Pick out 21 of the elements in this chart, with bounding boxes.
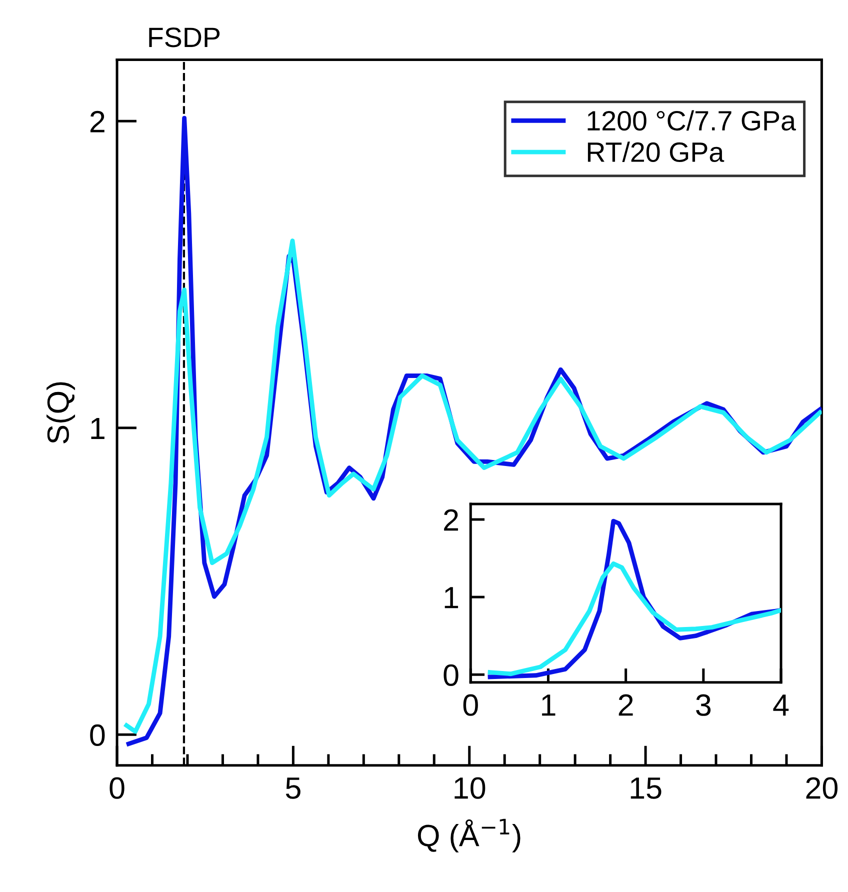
legend-label: RT/20 GPa (588, 142, 724, 162)
x-tick-label: 10 (454, 777, 486, 799)
x-tick-label: 1 (542, 694, 556, 716)
y-tick-label: 2 (444, 509, 458, 531)
x-tick-label: 2 (618, 694, 633, 716)
y-tick-label: 0 (444, 664, 458, 686)
y-tick-label: 0 (90, 724, 105, 746)
x-tick-label: 20 (806, 777, 838, 799)
x-axis-title: Q (Å$^{−1}$) (418, 818, 520, 852)
y-axis-title: S(Q) (46, 382, 76, 444)
x-tick-label: 15 (630, 778, 662, 799)
y-tick-label: 2 (90, 110, 104, 132)
x-tick-label: 4 (773, 694, 789, 716)
x-tick-label: 0 (110, 777, 124, 799)
y-tick-label: 1 (91, 418, 104, 439)
ref-line-label: FSDP (149, 28, 220, 48)
x-tick-label: 5 (286, 778, 300, 799)
y-tick-label: 1 (444, 587, 458, 608)
x-tick-label: 3 (696, 694, 711, 716)
legend-label: 1200 °C/7.7 GPa (588, 110, 796, 131)
x-tick-label: 0 (463, 694, 478, 716)
